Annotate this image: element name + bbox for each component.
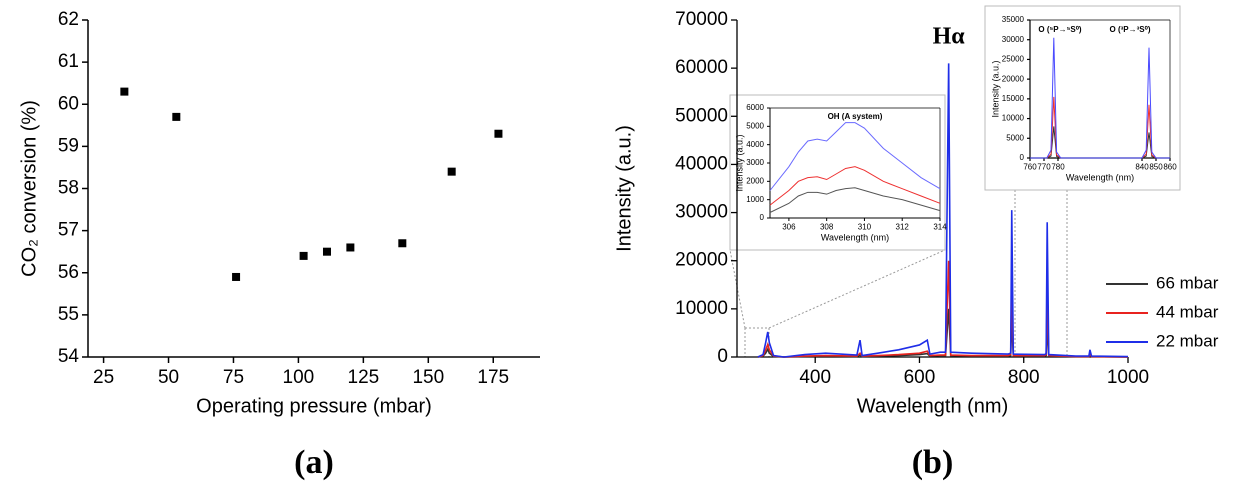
- y-tick-label: 10000: [675, 298, 728, 319]
- y-tick-label: 3000: [746, 158, 764, 167]
- x-tick-label: 600: [904, 367, 936, 388]
- x-tick-label: 25: [93, 367, 114, 388]
- y-tick-label: 60: [58, 93, 79, 114]
- x-tick-label: 770: [1037, 163, 1051, 172]
- x-axis-label: Operating pressure (mbar): [196, 395, 432, 417]
- y-tick-label: 5000: [1006, 133, 1024, 142]
- x-tick-label: 850: [1149, 163, 1163, 172]
- x-tick-label: 100: [283, 367, 315, 388]
- x-axis-label: Wavelength (nm): [857, 395, 1009, 417]
- point: [322, 247, 331, 256]
- x-tick-label: 50: [158, 367, 179, 388]
- series-line: [757, 308, 1129, 358]
- x-tick-label: 314: [933, 223, 947, 232]
- annotation: Hα: [933, 24, 966, 50]
- series-line: [769, 187, 941, 213]
- series-line: [757, 63, 1129, 358]
- x-tick-label: 175: [477, 367, 509, 388]
- y-tick-label: 30000: [1002, 35, 1025, 44]
- connector: [768, 249, 946, 329]
- legend-label: 44 mbar: [1156, 302, 1219, 321]
- y-tick-label: 0: [717, 346, 728, 367]
- point: [232, 272, 241, 281]
- y-tick-label: 55: [58, 304, 79, 325]
- y-tick-label: 56: [58, 262, 79, 283]
- x-tick-label: 780: [1051, 163, 1065, 172]
- y-tick-label: 54: [58, 346, 80, 367]
- y-tick-label: 61: [58, 51, 79, 72]
- y-tick-label: 35000: [1002, 15, 1025, 24]
- inset-frame: [729, 94, 946, 251]
- y-tick-label: 15000: [1002, 94, 1025, 103]
- x-tick-label: 150: [412, 367, 444, 388]
- y-tick-label: 60000: [675, 57, 728, 78]
- series-line: [769, 166, 941, 206]
- point: [494, 129, 503, 138]
- x-axis-label: Wavelength (nm): [1066, 172, 1134, 182]
- point: [447, 167, 456, 176]
- x-tick-label: 400: [799, 367, 831, 388]
- y-axis-label: Intensity (a.u.): [613, 125, 635, 252]
- series-line: [1030, 37, 1170, 159]
- y-tick-label: 25000: [1002, 55, 1025, 64]
- x-tick-label: 75: [223, 367, 244, 388]
- y-tick-label: 20000: [1002, 74, 1025, 83]
- y-tick-label: 0: [1020, 153, 1025, 162]
- point: [346, 243, 355, 252]
- connector: [729, 249, 746, 329]
- x-axis-label: Wavelength (nm): [821, 232, 889, 242]
- panel-label: (b): [912, 444, 954, 481]
- y-tick-label: 57: [58, 220, 79, 241]
- y-tick-label: 4000: [746, 140, 764, 149]
- x-tick-label: 308: [820, 223, 834, 232]
- y-tick-label: 5000: [746, 121, 764, 130]
- panel-label: (a): [294, 444, 334, 481]
- legend-label: 66 mbar: [1156, 273, 1219, 292]
- y-tick-label: 1000: [746, 195, 764, 204]
- y-tick-label: 30000: [675, 202, 728, 223]
- y-tick-label: 10000: [1002, 114, 1025, 123]
- y-axis-label: CO₂ conversion (%): [18, 100, 40, 277]
- legend-label: 22 mbar: [1156, 331, 1219, 350]
- y-tick-label: 62: [58, 9, 79, 30]
- point: [398, 239, 407, 248]
- y-tick-label: 70000: [675, 9, 728, 30]
- y-tick-label: 0: [760, 213, 765, 222]
- y-tick-label: 50000: [675, 105, 728, 126]
- inset-title: OH (A system): [828, 112, 883, 121]
- y-tick-label: 58: [58, 178, 79, 199]
- y-tick-label: 20000: [675, 250, 728, 271]
- point: [299, 251, 308, 260]
- y-axis-label: Intensity (a.u.): [990, 60, 1000, 117]
- y-tick-label: 2000: [746, 176, 764, 185]
- peak-label: O (³P→³S⁰): [1110, 25, 1151, 34]
- x-tick-label: 760: [1023, 163, 1037, 172]
- x-tick-label: 1000: [1107, 367, 1149, 388]
- x-tick-label: 306: [782, 223, 796, 232]
- point: [172, 112, 181, 121]
- y-axis-label: Intensity (a.u.): [734, 134, 744, 191]
- x-tick-label: 800: [1008, 367, 1040, 388]
- y-tick-label: 6000: [746, 103, 764, 112]
- point: [120, 87, 129, 96]
- y-tick-label: 59: [58, 135, 79, 156]
- x-tick-label: 860: [1163, 163, 1177, 172]
- x-tick-label: 310: [858, 223, 872, 232]
- x-tick-label: 125: [348, 367, 380, 388]
- x-tick-label: 840: [1135, 163, 1149, 172]
- peak-label: O (⁵P→⁵S⁰): [1038, 25, 1082, 34]
- series-line: [769, 122, 941, 191]
- x-tick-label: 312: [896, 223, 910, 232]
- zoom-region: [1014, 189, 1068, 358]
- y-tick-label: 40000: [675, 153, 728, 174]
